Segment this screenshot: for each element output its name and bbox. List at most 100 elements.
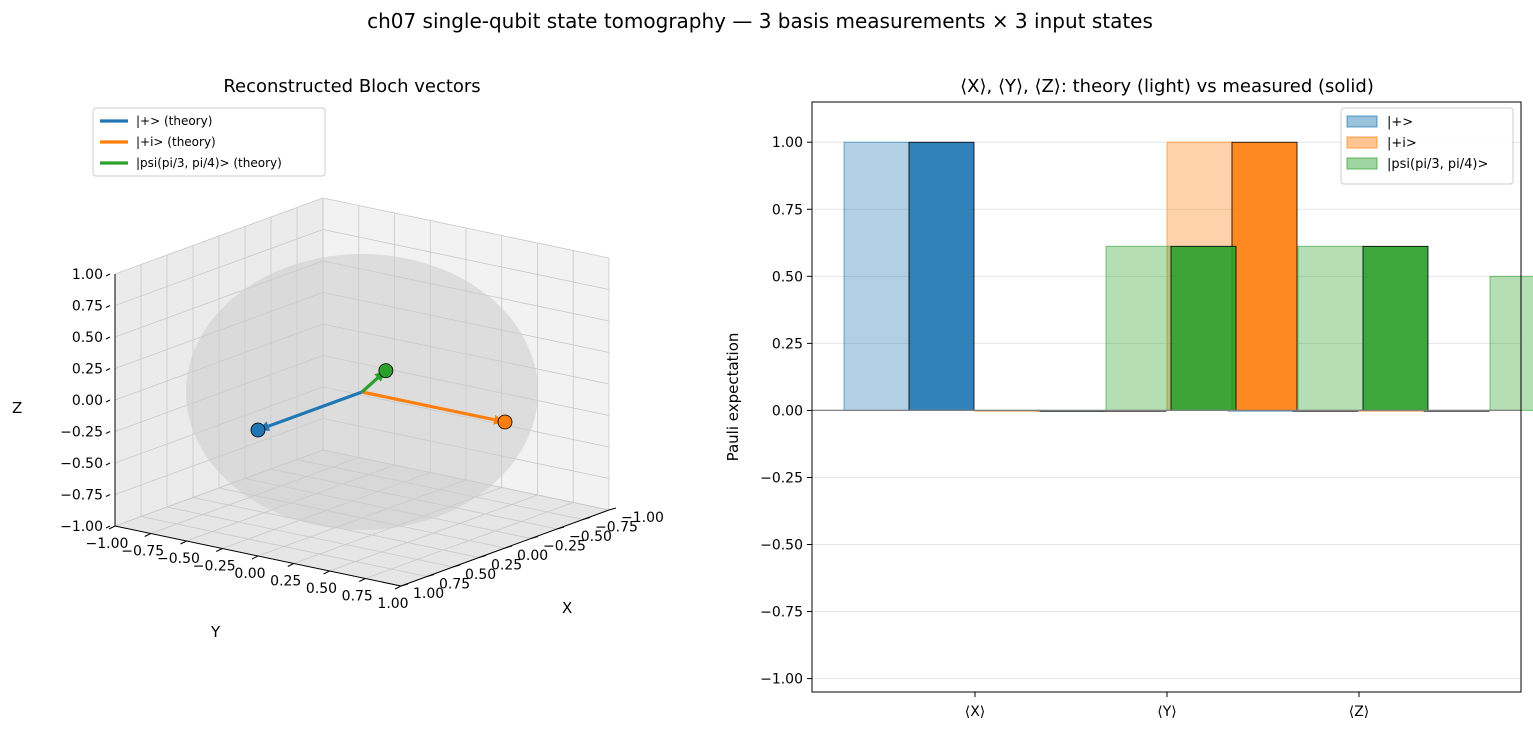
bloch-z-tick-label: −0.75 <box>60 488 103 504</box>
bloch-y-tick <box>180 540 187 545</box>
bloch-y-tick-label: −0.25 <box>193 559 236 575</box>
bloch-x-tick <box>478 555 487 558</box>
bloch-vector-line <box>360 374 381 394</box>
bloch-x-tick <box>504 545 513 549</box>
bloch-y-tick <box>144 533 151 537</box>
bloch-x-tick-label: −0.75 <box>595 520 638 536</box>
bloch-x-axis-label: X <box>562 599 572 617</box>
bloch-x-tick-label: −1.00 <box>621 510 664 526</box>
bar-y-tick-label: 0.00 <box>772 403 803 419</box>
bloch-y-tick <box>251 555 259 560</box>
bloch-y-tick <box>323 570 330 575</box>
bloch-z-tick-label: 0.25 <box>72 362 103 378</box>
bar-frame <box>811 101 1522 693</box>
bar-y-tick-label: −0.50 <box>760 538 803 554</box>
bloch-x-tick <box>452 564 461 568</box>
pauli-bar-panel: ⟨X⟩, ⟨Y⟩, ⟨Z⟩: theory (light) vs measure… <box>724 76 1533 720</box>
bloch-z-tick <box>105 494 111 497</box>
bar-y-tick-label: −1.00 <box>760 672 803 688</box>
bloch-z-tick <box>105 305 111 308</box>
bloch-y-tick <box>287 563 294 567</box>
bar-y-tick-label: −0.25 <box>760 470 803 486</box>
bloch-legend-label: |+i> (theory) <box>136 135 216 149</box>
bloch-grid-line <box>140 516 428 577</box>
bloch-legend-label: |+> (theory) <box>136 114 212 128</box>
bar-y-tick-label: 1.00 <box>772 135 803 151</box>
bloch-y-tick <box>216 548 223 552</box>
bloch-y-axis-label: Y <box>210 623 221 641</box>
bloch-y-tick-label: −0.50 <box>157 551 200 567</box>
bloch-z-tick-label: −1.00 <box>60 519 103 535</box>
bloch-vector-line <box>361 390 498 422</box>
bar-y-tick-label: 0.50 <box>772 269 803 285</box>
bloch-x-tick <box>608 507 617 511</box>
bloch-z-tick-label: 1.00 <box>72 267 103 283</box>
bloch-x-tick <box>582 517 591 520</box>
bloch-z-tick <box>105 368 111 371</box>
bloch-x-tick <box>400 583 409 587</box>
bloch-z-tick <box>105 399 111 403</box>
bloch-x-tick-label: −0.25 <box>543 539 586 555</box>
bloch-z-tick <box>105 273 111 277</box>
bloch-grid-line <box>322 229 610 290</box>
bloch-z-tick <box>105 431 111 434</box>
bloch-z-axis-label: Z <box>12 399 22 417</box>
bloch-grid-line <box>114 197 324 275</box>
bloch-legend-label: |psi(pi/3, pi/4)> (theory) <box>136 156 282 170</box>
bar-legend-label: |+> <box>1387 115 1413 130</box>
bloch-vectors-panel: Reconstructed Bloch vectors −1.00−1.00−1… <box>12 76 664 641</box>
bloch-y-tick <box>108 525 116 530</box>
bar-x-tick-label: ⟨X⟩ <box>965 704 986 720</box>
bloch-x-tick-label: 1.00 <box>413 586 444 602</box>
bloch-z-tick-label: −0.25 <box>60 425 103 441</box>
bloch-grid-line <box>166 506 454 568</box>
bar-y-tick-label: −0.75 <box>760 605 803 621</box>
bloch-z-tick-label: 0.00 <box>72 393 103 409</box>
bar-theory <box>1105 245 1172 411</box>
bloch-grid-line <box>365 502 574 579</box>
bloch-y-tick-label: 0.75 <box>342 589 373 605</box>
bar-legend-box <box>1340 107 1514 185</box>
bloch-grid-line <box>329 494 538 572</box>
bar-y-tick-label: 0.75 <box>772 202 803 218</box>
bloch-y-tick <box>394 585 402 590</box>
bar-measured <box>1170 245 1237 411</box>
bloch-x-tick-label: 0.50 <box>465 567 496 583</box>
bar-y-axis-label: Pauli expectation <box>724 333 742 462</box>
bloch-z-tick-label: 0.50 <box>72 330 103 346</box>
bloch-grid-line <box>322 197 610 259</box>
bloch-x-tick-label: −0.50 <box>569 529 612 545</box>
bloch-x-tick-label: 0.75 <box>439 577 470 593</box>
bloch-vectors <box>250 363 513 438</box>
bloch-vector-line <box>264 390 363 429</box>
bar-legend-swatch <box>1346 157 1378 170</box>
bar-legend-label: |psi(pi/3, pi/4)> <box>1387 157 1488 172</box>
bar-legend-swatch <box>1346 115 1378 128</box>
bar-x-tick-label: ⟨Y⟩ <box>1157 704 1176 720</box>
bar-legend: |+> |+i> |psi(pi/3, pi/4)> <box>1340 107 1514 185</box>
bloch-x-tick <box>530 536 539 539</box>
bloch-z-tick <box>105 525 111 529</box>
bloch-grid-line <box>114 229 324 306</box>
bloch-y-tick-label: 0.00 <box>234 566 265 582</box>
bar-theory <box>1297 245 1364 411</box>
bar-theory <box>1489 275 1533 411</box>
bar-title: ⟨X⟩, ⟨Y⟩, ⟨Z⟩: theory (light) vs measure… <box>960 76 1374 97</box>
bar-legend-swatch <box>1346 136 1378 149</box>
bloch-z-tick <box>105 336 111 340</box>
bloch-measured-point <box>497 414 513 430</box>
bar-measured <box>908 141 975 411</box>
bar-theory <box>843 141 910 411</box>
bloch-measured-point <box>250 422 266 438</box>
bloch-legend-box <box>92 107 326 177</box>
bloch-y-tick-label: −0.75 <box>121 544 164 560</box>
bloch-z-tick-label: −0.50 <box>60 456 103 472</box>
bar-y-tick-label: 0.25 <box>772 336 803 352</box>
bloch-y-tick-label: 1.00 <box>377 596 408 612</box>
bloch-y-tick-label: 0.50 <box>306 581 337 597</box>
bar-x-tick-label: ⟨Z⟩ <box>1349 704 1370 720</box>
figure-suptitle: ch07 single-qubit state tomography — 3 b… <box>367 9 1153 33</box>
bloch-title: Reconstructed Bloch vectors <box>223 76 480 97</box>
bloch-axes: −1.00−1.00−1.00−0.75−0.75−0.75−0.50−0.50… <box>60 267 664 612</box>
